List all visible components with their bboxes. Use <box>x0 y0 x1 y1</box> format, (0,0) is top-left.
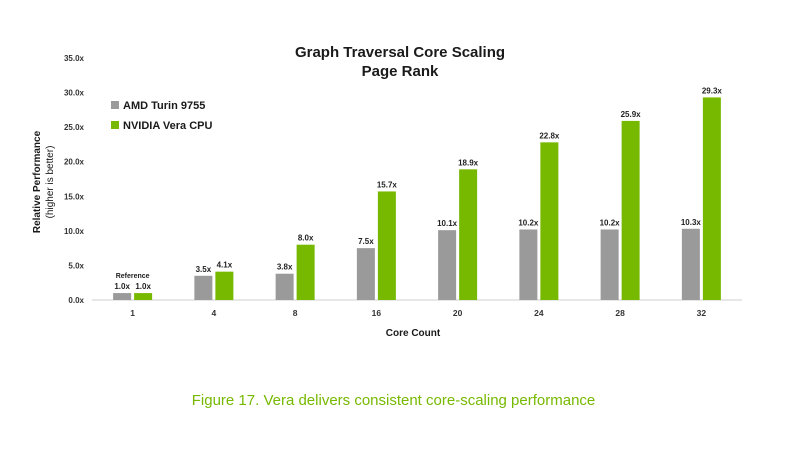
bar-nvidia <box>621 120 640 300</box>
data-label-amd: 3.5x <box>196 265 212 274</box>
y-tick-label: 20.0x <box>64 158 85 167</box>
bar-amd <box>194 275 213 300</box>
data-label-amd: 10.2x <box>600 218 621 227</box>
data-label-amd: 10.1x <box>437 219 458 228</box>
annotations: Reference <box>116 273 150 280</box>
bar-amd <box>356 248 375 300</box>
bar-amd <box>438 230 457 300</box>
data-label-amd: 10.2x <box>518 218 539 227</box>
data-label-nvidia: 15.7x <box>377 180 398 189</box>
y-tick-label: 25.0x <box>64 123 85 132</box>
y-axis-sublabel: (higher is better) <box>45 146 56 219</box>
x-axis-ticks: 1 4 8 16 20 24 28 32 <box>130 308 706 318</box>
x-tick-label: 28 <box>615 308 625 318</box>
bar-amd <box>600 229 619 300</box>
bars <box>113 97 721 300</box>
data-label-amd: 3.8x <box>277 263 293 272</box>
bar-amd <box>519 229 538 300</box>
legend-label-amd: AMD Turin 9755 <box>123 100 205 112</box>
bar-nvidia <box>296 244 315 300</box>
x-tick-label: 20 <box>453 308 463 318</box>
chart-title: Graph Traversal Core Scaling <box>295 44 505 61</box>
bar-nvidia <box>540 142 559 300</box>
legend: AMD Turin 9755 NVIDIA Vera CPU <box>111 100 213 132</box>
y-tick-label: 10.0x <box>64 227 85 236</box>
bar-amd <box>113 293 132 300</box>
legend-swatch-amd <box>111 101 119 109</box>
x-tick-label: 32 <box>697 308 707 318</box>
legend-swatch-nvidia <box>111 121 119 129</box>
data-labels: 1.0x 1.0x 3.5x 4.1x 3.8x 8.0x 7.5x 15.7x 10.1x 18… <box>114 86 722 291</box>
bar-nvidia <box>702 97 721 300</box>
data-label-nvidia: 29.3x <box>702 86 723 95</box>
x-tick-label: 24 <box>534 308 544 318</box>
figure-caption: Figure 17. Vera delivers consistent core… <box>191 392 596 409</box>
data-label-amd: 7.5x <box>358 237 374 246</box>
x-tick-label: 16 <box>372 308 382 318</box>
x-tick-label: 8 <box>293 308 298 318</box>
y-axis-label: Relative Performance <box>32 130 43 233</box>
data-label-amd: 1.0x <box>114 282 130 291</box>
bar-amd <box>275 273 294 300</box>
data-label-nvidia: 18.9x <box>458 158 479 167</box>
data-label-nvidia: 1.0x <box>135 282 151 291</box>
data-label-nvidia: 8.0x <box>298 234 314 243</box>
bar-nvidia <box>215 271 234 300</box>
y-tick-label: 30.0x <box>64 89 85 98</box>
data-label-nvidia: 22.8x <box>539 131 560 140</box>
y-tick-label: 15.0x <box>64 192 85 201</box>
bar-nvidia <box>377 191 396 300</box>
y-axis-ticks: 0.0x 5.0x 10.0x 15.0x 20.0x 25.0x 30.0x 35.0x <box>64 54 85 305</box>
y-tick-label: 5.0x <box>68 261 84 270</box>
x-axis-label: Core Count <box>386 328 441 339</box>
legend-label-nvidia: NVIDIA Vera CPU <box>123 120 213 132</box>
y-tick-label: 35.0x <box>64 54 85 63</box>
y-tick-label: 0.0x <box>68 296 84 305</box>
data-label-nvidia: 25.9x <box>621 110 642 119</box>
bar-nvidia <box>134 293 153 300</box>
bar-nvidia <box>459 169 478 300</box>
chart-subtitle: Page Rank <box>362 63 439 80</box>
reference-annotation: Reference <box>116 273 150 280</box>
data-label-nvidia: 4.1x <box>217 261 233 270</box>
bar-amd <box>681 228 700 300</box>
data-label-amd: 10.3x <box>681 218 702 227</box>
x-tick-label: 1 <box>130 308 135 318</box>
x-tick-label: 4 <box>212 308 217 318</box>
